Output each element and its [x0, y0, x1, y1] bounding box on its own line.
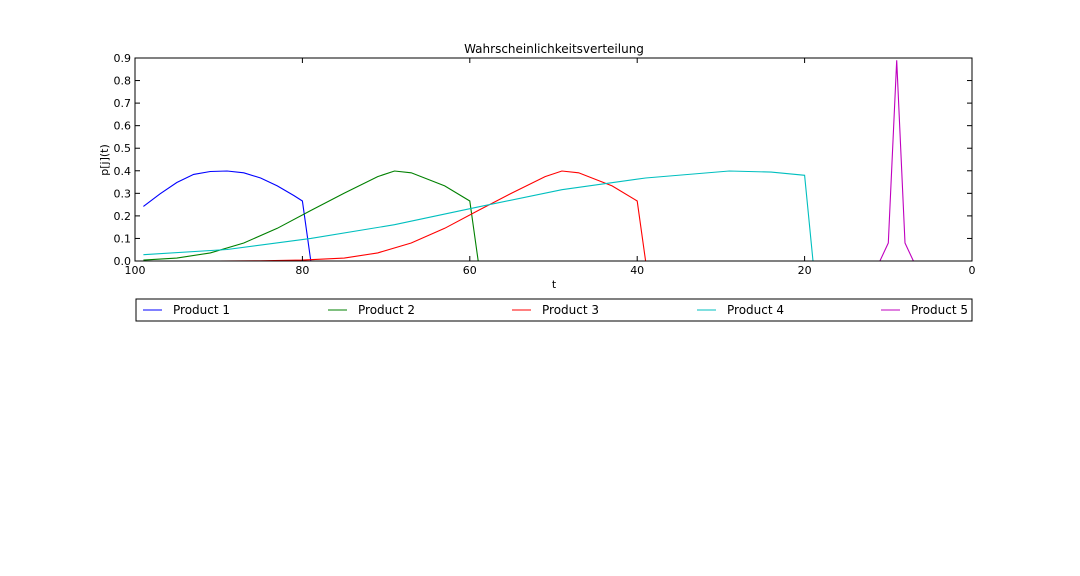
y-axis-label: p[j](t) [98, 144, 111, 176]
series-line-product-2 [143, 170, 972, 262]
y-tick-label: 0.2 [114, 210, 132, 223]
ticks-layer: 100 80 60 40 20 0 0.0 0.1 0.2 0.3 0.4 0.5 0.6 0.7 0.8 0… [114, 52, 976, 277]
series-line-product-1 [143, 170, 972, 262]
x-tick-label: 100 [125, 264, 146, 277]
x-tick-label: 80 [295, 264, 309, 277]
legend: Product 1 Product 2 Product 3 Product 4 Prod… [143, 303, 968, 317]
series-line-product-4 [143, 170, 972, 262]
y-tick-label: 0.5 [114, 142, 132, 155]
series-line-product-3 [143, 170, 972, 262]
y-tick-label: 0.0 [114, 255, 132, 268]
legend-label-product-5: Product 5 [911, 303, 968, 317]
x-tick-label: 40 [630, 264, 644, 277]
chart-title: Wahrscheinlichkeitsverteilung [464, 42, 644, 56]
x-tick-label: 0 [969, 264, 976, 277]
x-tick-label: 20 [798, 264, 812, 277]
legend-label-product-3: Product 3 [542, 303, 599, 317]
y-tick-label: 0.6 [114, 120, 132, 133]
legend-label-product-1: Product 1 [173, 303, 230, 317]
series-layer [143, 60, 972, 262]
series-line-product-5 [143, 60, 972, 262]
y-tick-label: 0.7 [114, 97, 132, 110]
y-tick-label: 0.4 [114, 165, 132, 178]
y-tick-label: 0.8 [114, 75, 132, 88]
y-tick-label: 0.9 [114, 52, 132, 65]
legend-label-product-4: Product 4 [727, 303, 784, 317]
legend-label-product-2: Product 2 [358, 303, 415, 317]
plot-area-frame [134, 57, 973, 262]
legend-box [135, 298, 973, 322]
x-tick-label: 60 [463, 264, 477, 277]
x-axis-label: t [552, 278, 557, 291]
y-tick-label: 0.1 [114, 232, 132, 245]
y-tick-label: 0.3 [114, 187, 132, 200]
